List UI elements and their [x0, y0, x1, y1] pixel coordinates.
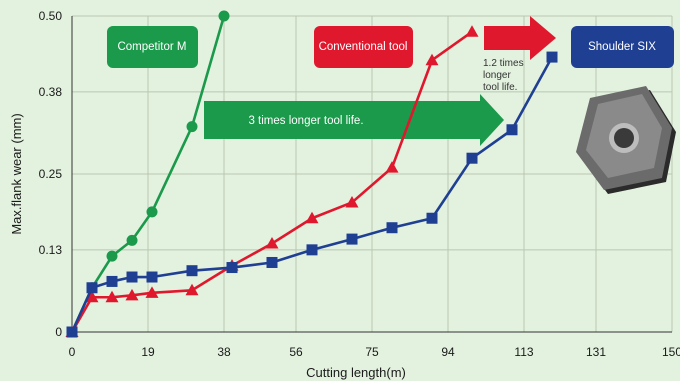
- data-point-conventional-tool: [345, 195, 359, 208]
- axes: [71, 16, 672, 333]
- data-point-shoulder-six: [226, 262, 238, 274]
- x-tick-label: 56: [289, 345, 303, 359]
- data-point-competitor-m: [146, 206, 158, 218]
- three-times-arrow: 3 times longer tool life.: [204, 94, 504, 146]
- data-point-competitor-m: [126, 234, 138, 246]
- x-tick-label: 75: [365, 345, 379, 359]
- note-line-1: 1.2 times: [483, 58, 524, 69]
- data-point-shoulder-six: [466, 152, 478, 164]
- note-line-3: tool life.: [483, 82, 517, 93]
- x-tick-label: 150: [662, 345, 680, 359]
- legend-competitor-m: Competitor M: [107, 26, 198, 68]
- one-point-two-text: 1.2 times longer tool life.: [483, 58, 526, 93]
- y-tick-labels: 0 0.13 0.25 0.38 0.50: [39, 9, 63, 339]
- data-point-shoulder-six: [66, 326, 78, 338]
- series-line-conventional-tool: [70, 30, 473, 333]
- data-point-conventional-tool: [125, 288, 139, 301]
- grid-lines: [72, 15, 673, 332]
- legend-shoulder-six: Shoulder SIX: [571, 26, 674, 68]
- data-point-shoulder-six: [266, 256, 278, 268]
- x-tick-label: 131: [586, 345, 606, 359]
- y-tick-label: 0: [55, 325, 62, 339]
- legend-box-competitor-m: [107, 26, 198, 68]
- data-point-conventional-tool: [465, 25, 479, 37]
- data-point-shoulder-six: [186, 265, 198, 277]
- y-axis-title: Max.flank wear (mm): [9, 113, 24, 234]
- insert-image: [576, 86, 676, 194]
- one-point-two-arrow: 1.2 times longer tool life.: [483, 16, 556, 93]
- data-point-shoulder-six: [546, 51, 558, 63]
- data-point-shoulder-six: [146, 271, 158, 283]
- legend-box-conventional-tool: [314, 26, 413, 68]
- data-point-conventional-tool: [425, 53, 439, 66]
- data-point-competitor-m: [186, 121, 198, 133]
- x-tick-label: 113: [514, 345, 533, 359]
- x-tick-label: 38: [217, 345, 231, 359]
- series-conventional-tool: [65, 25, 479, 337]
- legend-box-shoulder-six: [571, 26, 674, 68]
- data-point-shoulder-six: [506, 124, 518, 136]
- data-point-conventional-tool: [385, 161, 399, 173]
- y-tick-label: 0.25: [39, 167, 63, 181]
- data-point-conventional-tool: [145, 286, 159, 298]
- data-point-shoulder-six: [106, 275, 118, 287]
- y-tick-label: 0.50: [39, 9, 63, 23]
- green-arrow-shape: [204, 94, 504, 146]
- y-tick-label: 0.38: [39, 85, 63, 99]
- x-tick-label: 19: [141, 345, 155, 359]
- x-tick-labels: 0 19 38 56 75 94 113 131 150: [69, 345, 680, 359]
- data-point-shoulder-six: [426, 212, 438, 224]
- data-point-conventional-tool: [185, 283, 199, 296]
- series-shoulder-six: [66, 51, 558, 338]
- x-axis-title: Cutting length(m): [306, 365, 406, 380]
- data-point-conventional-tool: [85, 290, 99, 303]
- x-tick-label: 94: [441, 345, 455, 359]
- legend-conventional-tool: Conventional tool: [314, 26, 413, 68]
- data-point-conventional-tool: [105, 290, 119, 303]
- series-layer: [65, 10, 558, 338]
- y-tick-label: 0.13: [39, 243, 63, 257]
- legend-label-competitor-m: Competitor M: [117, 41, 186, 53]
- data-point-shoulder-six: [386, 222, 398, 234]
- data-point-shoulder-six: [306, 244, 318, 256]
- data-point-shoulder-six: [126, 271, 138, 283]
- data-point-shoulder-six: [86, 282, 98, 294]
- note-line-2: longer: [483, 70, 511, 81]
- data-point-competitor-m: [218, 10, 230, 22]
- red-arrow-shape: [484, 16, 556, 60]
- data-point-competitor-m: [106, 250, 118, 262]
- legend-label-conventional-tool: Conventional tool: [319, 41, 408, 53]
- data-point-shoulder-six: [346, 233, 358, 245]
- data-point-conventional-tool: [265, 237, 279, 249]
- data-point-conventional-tool: [305, 211, 319, 224]
- insert-hole: [614, 128, 634, 148]
- x-tick-label: 0: [69, 345, 76, 359]
- three-times-label: 3 times longer tool life.: [248, 115, 363, 127]
- legend-label-shoulder-six: Shoulder SIX: [588, 41, 656, 53]
